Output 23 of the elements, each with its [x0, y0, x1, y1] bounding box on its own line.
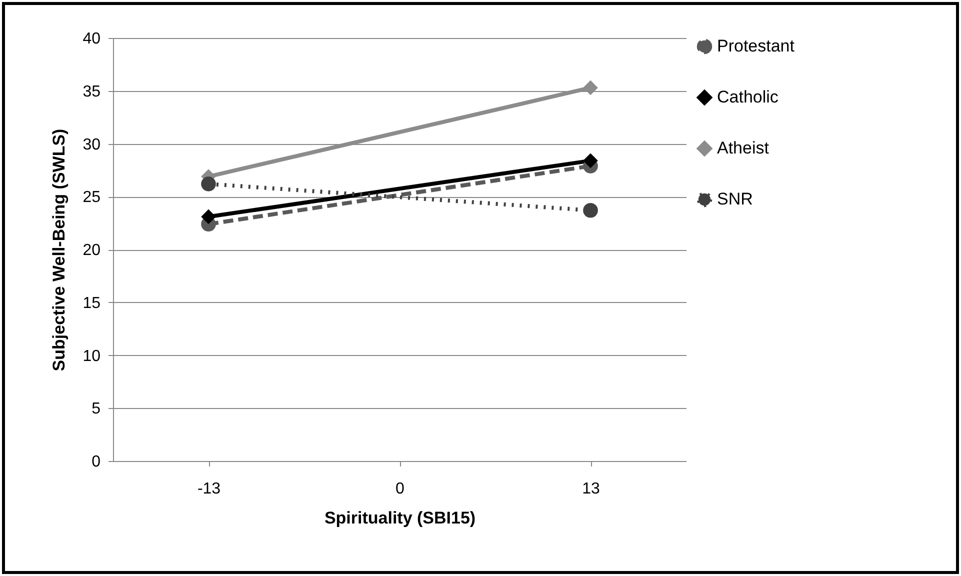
y-tick-label: 0 — [92, 454, 101, 470]
y-tick-label: 5 — [92, 400, 101, 418]
point — [583, 80, 598, 96]
x-tick-label: 13 — [582, 480, 600, 498]
y-tick-label: 40 — [82, 30, 101, 48]
point — [583, 202, 598, 218]
y-tick-label: 35 — [82, 83, 101, 100]
y-tick-label: 25 — [82, 189, 101, 206]
y-tick-label: 15 — [82, 294, 101, 312]
y-tick-label: 30 — [82, 136, 101, 154]
point — [583, 153, 598, 168]
x-axis-title: Spirituality (SBI15) — [324, 508, 476, 528]
legend-label: Atheist — [717, 138, 770, 158]
legend-label: Protestant — [717, 36, 795, 56]
point — [201, 176, 216, 192]
y-tick-label: 10 — [82, 348, 101, 365]
x-tick-label: 0 — [396, 480, 405, 498]
y-axis-title: Subjective Well-Being (SWLS) — [50, 128, 69, 372]
legend-label: SNR — [717, 190, 753, 208]
legend-label: Catholic — [717, 88, 779, 106]
x-tick-label: -13 — [197, 480, 221, 498]
point — [201, 209, 216, 224]
y-tick-label: 20 — [82, 242, 101, 259]
